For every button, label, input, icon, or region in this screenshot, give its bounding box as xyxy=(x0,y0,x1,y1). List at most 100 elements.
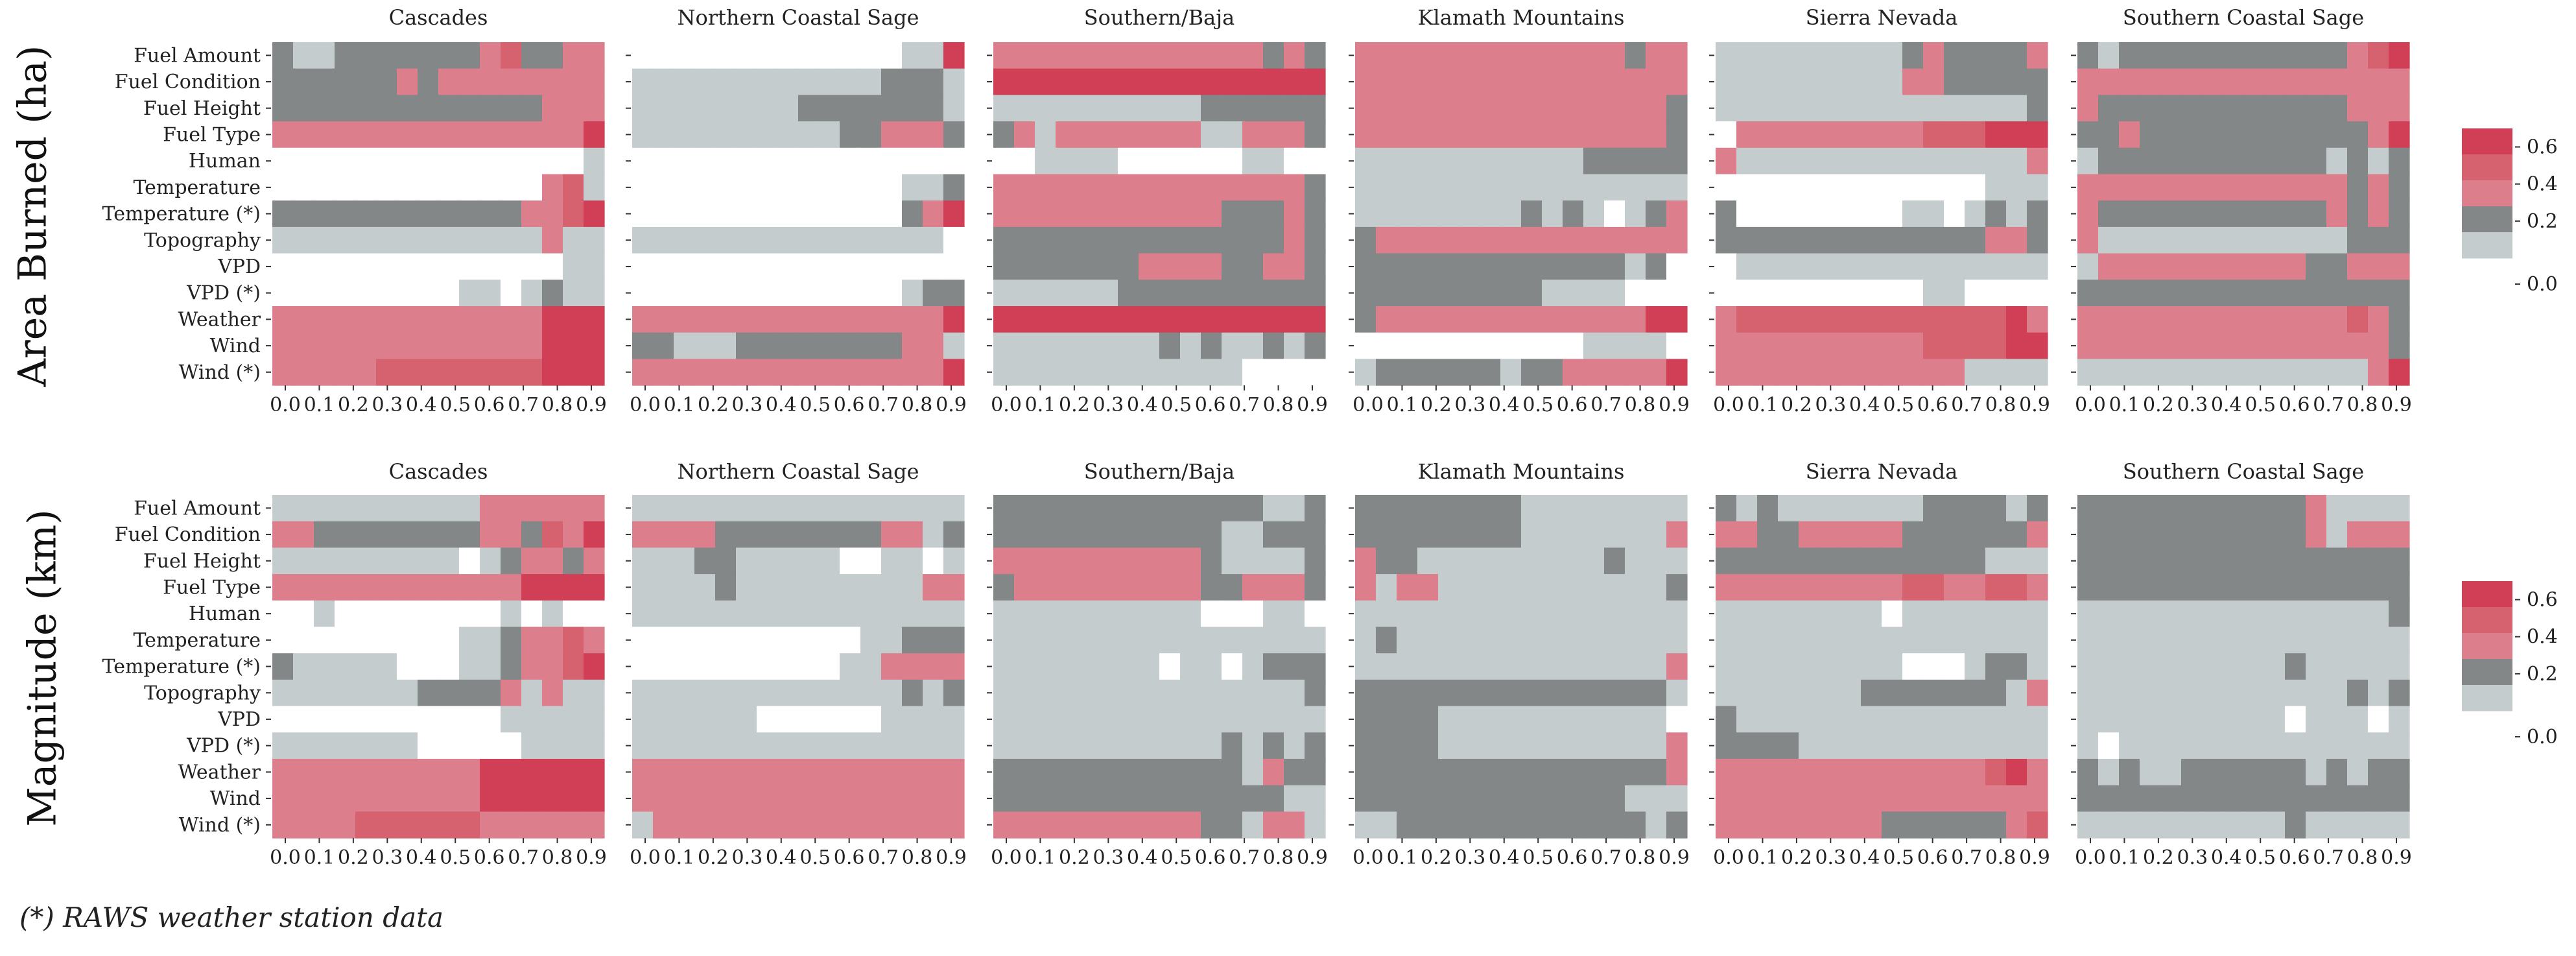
heatmap-cell xyxy=(397,785,418,812)
heatmap-cell xyxy=(1159,42,1181,69)
heatmap-cell xyxy=(1118,706,1139,733)
heatmap-cell xyxy=(2098,253,2120,280)
heatmap-cell xyxy=(521,121,543,149)
heatmap-cell xyxy=(1799,121,1820,149)
heatmap-cell xyxy=(1355,679,1377,707)
heatmap-cell xyxy=(632,785,654,812)
heatmap-cell xyxy=(1985,280,2007,307)
heatmap-cell xyxy=(993,653,1015,680)
heatmap-cell xyxy=(736,785,757,812)
heatmap-cell xyxy=(293,732,314,759)
heatmap-cell xyxy=(1438,68,1459,95)
heatmap-cell xyxy=(2306,547,2327,575)
heatmap-cell xyxy=(314,547,335,575)
heatmap-cell xyxy=(1201,147,1222,175)
heatmap-cell xyxy=(335,359,356,386)
heatmap-cell xyxy=(1985,306,2007,333)
heatmap-cell xyxy=(1563,174,1584,201)
heatmap-cell xyxy=(840,359,861,386)
heatmap-cell xyxy=(2264,600,2286,628)
heatmap-cell xyxy=(2140,332,2161,359)
heatmap-cell xyxy=(2202,359,2223,386)
legend-tick-label: 0.2 xyxy=(2527,210,2558,233)
heatmap-cell xyxy=(1014,121,1035,149)
heatmap-cell xyxy=(2326,521,2348,548)
heatmap-cell xyxy=(757,732,778,759)
heatmap-cell xyxy=(1923,521,1944,548)
heatmap-cell xyxy=(1376,679,1397,707)
heatmap-cell xyxy=(1014,732,1035,759)
heatmap-cell xyxy=(2098,811,2120,839)
heatmap-cell xyxy=(1417,226,1439,254)
heatmap-cell xyxy=(881,521,903,548)
y-tick-label: Temperature (*) xyxy=(102,656,261,678)
heatmap-cell xyxy=(1500,95,1522,122)
heatmap-cell xyxy=(1056,653,1077,680)
heatmap-cell xyxy=(1819,495,1841,522)
heatmap-cell xyxy=(1542,600,1563,628)
heatmap-cell xyxy=(1521,785,1542,812)
heatmap-cell xyxy=(1757,280,1778,307)
heatmap-cell xyxy=(1222,521,1243,548)
heatmap-cell xyxy=(2347,253,2369,280)
heatmap-cell xyxy=(1923,547,1944,575)
heatmap-cell xyxy=(563,306,584,333)
heatmap-cell xyxy=(397,280,418,307)
heatmap-cell xyxy=(2264,759,2286,786)
heatmap-cell xyxy=(1646,627,1667,654)
heatmap-cell xyxy=(542,68,563,95)
heatmap-cell xyxy=(1139,574,1160,601)
heatmap-cell xyxy=(943,306,965,333)
heatmap-cell xyxy=(1542,521,1563,548)
heatmap-cell xyxy=(881,253,903,280)
heatmap-cell xyxy=(632,147,654,175)
heatmap-cell xyxy=(632,732,654,759)
heatmap-cell xyxy=(2098,495,2120,522)
heatmap-cell xyxy=(2347,706,2369,733)
heatmap-cell xyxy=(2098,359,2120,386)
heatmap-cell xyxy=(2347,42,2369,69)
heatmap-cell xyxy=(459,306,480,333)
heatmap-cell xyxy=(2326,495,2348,522)
heatmap-cell xyxy=(1666,332,1688,359)
heatmap-cell xyxy=(1604,732,1625,759)
heatmap-cell xyxy=(521,759,543,786)
heatmap-cell xyxy=(1840,121,1861,149)
heatmap-cell xyxy=(2347,679,2369,707)
heatmap-cell xyxy=(1563,653,1584,680)
heatmap-cell xyxy=(1438,174,1459,201)
heatmap-cell xyxy=(1819,547,1841,575)
heatmap-cell xyxy=(1819,42,1841,69)
heatmap-cell xyxy=(1417,653,1439,680)
heatmap-cell xyxy=(2306,200,2327,228)
heatmap-cell xyxy=(1902,785,1924,812)
heatmap-cell xyxy=(2160,679,2182,707)
heatmap-cell xyxy=(2326,332,2348,359)
heatmap-cell xyxy=(480,732,501,759)
heatmap-cell xyxy=(1778,253,1799,280)
heatmap-cell xyxy=(1736,147,1758,175)
heatmap-cell xyxy=(501,253,522,280)
heatmap-cell xyxy=(632,68,654,95)
heatmap-cell xyxy=(1944,811,1965,839)
heatmap-cell xyxy=(1159,121,1181,149)
heatmap-cell xyxy=(1397,121,1418,149)
heatmap-cell xyxy=(715,147,737,175)
heatmap-cell xyxy=(1284,732,1305,759)
heatmap-cell xyxy=(293,174,314,201)
heatmap-cell xyxy=(2119,811,2140,839)
heatmap-cell xyxy=(2223,42,2244,69)
heatmap-cell xyxy=(2006,359,2027,386)
heatmap-cell xyxy=(1583,95,1605,122)
heatmap-cell xyxy=(1923,359,1944,386)
heatmap-cell xyxy=(777,121,799,149)
heatmap-cell xyxy=(1716,147,1737,175)
heatmap-cell xyxy=(1923,653,1944,680)
heatmap-cell xyxy=(943,600,965,628)
heatmap-cell xyxy=(1985,653,2007,680)
heatmap-cell xyxy=(902,759,923,786)
heatmap-cell xyxy=(2098,653,2120,680)
heatmap-cell xyxy=(1840,359,1861,386)
heatmap-cell xyxy=(355,732,377,759)
heatmap-cell xyxy=(1840,200,1861,228)
